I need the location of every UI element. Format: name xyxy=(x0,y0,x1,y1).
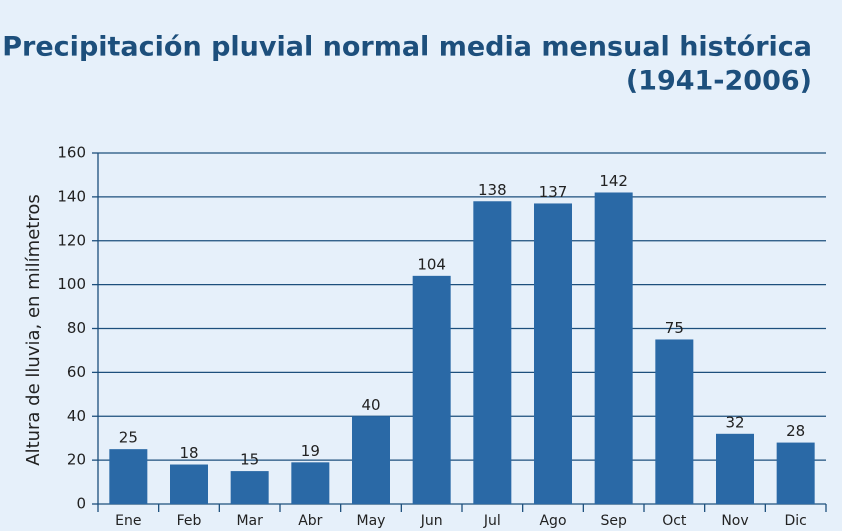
x-tick-label: Jun xyxy=(420,513,443,529)
bar xyxy=(291,462,330,504)
chart-subtitle: (1941-2006) xyxy=(626,66,812,97)
bar xyxy=(473,201,512,504)
x-tick-label: Feb xyxy=(177,513,202,529)
y-tick-label: 100 xyxy=(57,275,86,293)
chart-title: Precipitación pluvial normal media mensu… xyxy=(2,32,812,63)
x-tick-label: May xyxy=(357,513,386,529)
data-label: 32 xyxy=(725,413,744,431)
bar xyxy=(716,433,754,504)
data-label: 15 xyxy=(240,451,259,469)
data-label: 19 xyxy=(301,442,320,460)
y-tick-label: 120 xyxy=(57,231,86,249)
bar xyxy=(109,449,148,504)
y-axis-label: Altura de lluvia, en milímetros xyxy=(23,194,44,466)
y-tick-label: 160 xyxy=(57,144,86,162)
data-label: 138 xyxy=(478,181,507,199)
bar xyxy=(352,416,390,504)
y-tick-label: 60 xyxy=(67,363,86,381)
data-label: 28 xyxy=(786,422,805,440)
x-tick-label: Ene xyxy=(115,513,141,529)
bar xyxy=(412,275,451,504)
bar xyxy=(170,464,208,504)
data-label: 18 xyxy=(179,444,198,462)
y-tick-label: 0 xyxy=(76,495,86,513)
data-label: 40 xyxy=(361,396,380,414)
data-label: 75 xyxy=(665,319,684,337)
bar xyxy=(594,192,633,505)
y-tick-label: 20 xyxy=(67,451,86,469)
x-tick-label: Mar xyxy=(236,513,263,529)
x-tick-label: Dic xyxy=(784,513,806,529)
data-label: 137 xyxy=(539,183,568,201)
y-tick-label: 80 xyxy=(67,319,86,337)
data-label: 104 xyxy=(417,255,446,273)
y-tick-label: 40 xyxy=(67,407,86,425)
x-tick-label: Jul xyxy=(483,513,501,529)
y-tick-label: 140 xyxy=(57,187,86,205)
bar xyxy=(776,442,815,504)
data-label: 142 xyxy=(599,172,628,190)
bar xyxy=(230,471,269,504)
bar xyxy=(534,203,572,505)
x-tick-label: Abr xyxy=(298,513,322,529)
data-label: 25 xyxy=(119,429,138,447)
x-tick-label: Nov xyxy=(721,513,748,529)
bar xyxy=(655,339,694,504)
x-tick-label: Oct xyxy=(662,513,687,529)
x-tick-label: Ago xyxy=(539,513,566,529)
x-tick-label: Sep xyxy=(600,513,627,529)
